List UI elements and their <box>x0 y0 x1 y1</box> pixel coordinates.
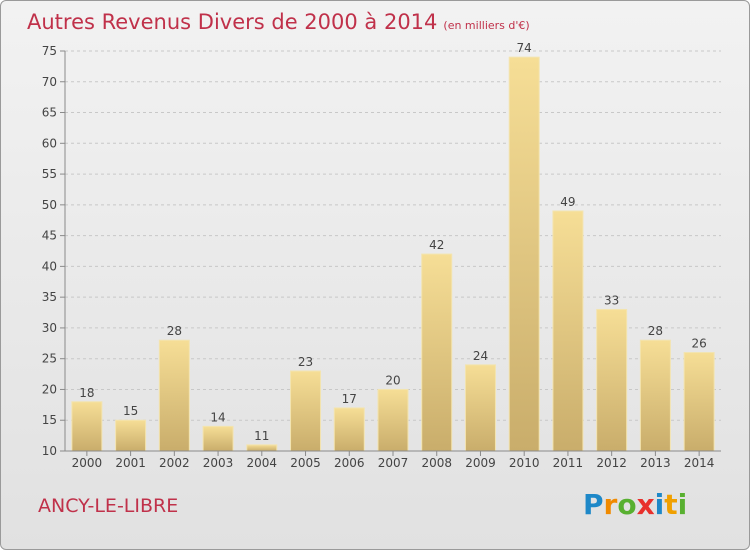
bar-value-label: 74 <box>517 41 532 55</box>
y-tick-label: 55 <box>42 167 57 181</box>
x-tick-label: 2004 <box>247 456 278 470</box>
logo-letter: r <box>603 488 618 521</box>
logo-letter: o <box>617 488 637 521</box>
x-tick-label: 2008 <box>421 456 452 470</box>
bar <box>421 253 453 452</box>
x-tick-label: 2002 <box>159 456 190 470</box>
y-tick-label: 60 <box>42 136 57 150</box>
bar-value-label: 28 <box>648 324 663 338</box>
bar <box>683 352 715 452</box>
bar <box>333 407 365 452</box>
y-tick-label: 50 <box>42 198 57 212</box>
bar <box>290 370 322 452</box>
logo-letter: i <box>654 488 665 521</box>
y-tick-label: 20 <box>42 382 57 396</box>
x-tick-label: 2009 <box>465 456 496 470</box>
bar <box>552 210 584 452</box>
logo-letter: i <box>677 488 688 521</box>
bar-value-label: 20 <box>385 373 400 387</box>
x-tick-label: 2007 <box>378 456 409 470</box>
bar-value-label: 42 <box>429 238 444 252</box>
bar-value-label: 24 <box>473 349 488 363</box>
logo-letter: P <box>583 488 604 521</box>
bar-value-label: 15 <box>123 404 138 418</box>
bar-value-label: 26 <box>691 337 706 351</box>
y-tick-label: 30 <box>42 321 57 335</box>
x-tick-label: 2003 <box>203 456 234 470</box>
bar <box>158 339 190 452</box>
bar-value-label: 28 <box>167 324 182 338</box>
chart-title: Autres Revenus Divers de 2000 à 2014 (en … <box>27 10 530 34</box>
y-tick-label: 15 <box>42 413 57 427</box>
x-tick-label: 2010 <box>509 456 540 470</box>
bar-value-label: 18 <box>79 386 94 400</box>
bar <box>246 444 278 452</box>
bar <box>639 339 671 452</box>
bar <box>202 425 234 452</box>
bar <box>464 364 496 452</box>
proxiti-logo[interactable]: Proxiti <box>583 488 687 521</box>
x-tick-label: 2006 <box>334 456 365 470</box>
y-tick-label: 40 <box>42 259 57 273</box>
y-tick-label: 65 <box>42 106 57 120</box>
x-tick-label: 2001 <box>115 456 146 470</box>
y-tick-label: 35 <box>42 290 57 304</box>
logo-letter: x <box>636 488 655 521</box>
bar-value-label: 17 <box>342 392 357 406</box>
bar-value-label: 23 <box>298 355 313 369</box>
x-tick-label: 2012 <box>596 456 627 470</box>
x-tick-label: 2011 <box>553 456 584 470</box>
y-tick-label: 75 <box>42 44 57 58</box>
y-tick-label: 45 <box>42 229 57 243</box>
x-tick-label: 2005 <box>290 456 321 470</box>
bar-value-label: 11 <box>254 429 269 443</box>
bar <box>71 401 103 452</box>
y-tick-label: 10 <box>42 444 57 458</box>
bar-value-label: 14 <box>210 410 225 424</box>
y-tick-label: 70 <box>42 75 57 89</box>
x-tick-label: 2014 <box>684 456 715 470</box>
x-tick-label: 2013 <box>640 456 671 470</box>
chart-title-unit: (en milliers d'€) <box>443 19 530 32</box>
y-tick-label: 25 <box>42 352 57 366</box>
logo-letter: t <box>664 488 678 521</box>
chart-title-main: Autres Revenus Divers de 2000 à 2014 <box>27 10 438 34</box>
bar <box>377 388 409 452</box>
bar <box>508 56 540 452</box>
x-tick-label: 2000 <box>72 456 103 470</box>
bar <box>115 419 147 452</box>
bar <box>596 308 628 452</box>
bar-value-label: 33 <box>604 293 619 307</box>
commune-name: ANCY-LE-LIBRE <box>38 495 179 517</box>
bar-value-label: 49 <box>560 195 575 209</box>
